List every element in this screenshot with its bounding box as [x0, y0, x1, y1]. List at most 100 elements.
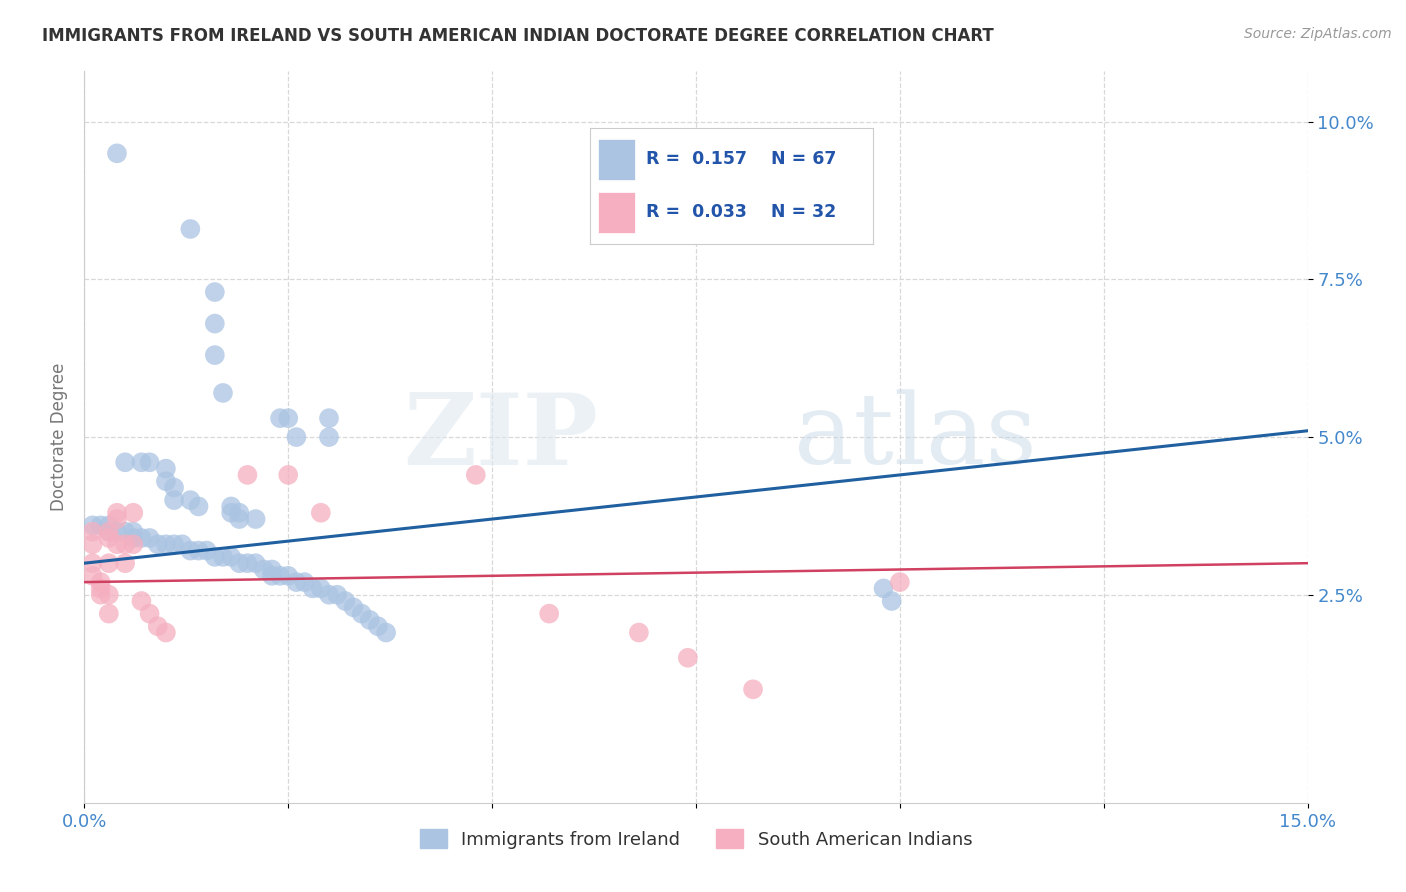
Point	[179, 222, 201, 236]
Point	[97, 588, 120, 602]
Point	[260, 569, 283, 583]
Point	[253, 562, 276, 576]
Point	[163, 537, 186, 551]
Point	[138, 607, 160, 621]
Point	[245, 556, 267, 570]
Point	[90, 518, 112, 533]
Text: Source: ZipAtlas.com: Source: ZipAtlas.com	[1244, 27, 1392, 41]
Point	[889, 575, 911, 590]
Point	[195, 543, 218, 558]
Point	[277, 569, 299, 583]
Point	[155, 474, 177, 488]
Point	[163, 493, 186, 508]
Point	[90, 582, 112, 596]
Point	[138, 531, 160, 545]
Point	[179, 493, 201, 508]
Point	[114, 524, 136, 539]
Point	[122, 531, 145, 545]
Point	[82, 556, 104, 570]
Point	[277, 467, 299, 482]
Point	[342, 600, 364, 615]
Point	[97, 556, 120, 570]
Text: IMMIGRANTS FROM IRELAND VS SOUTH AMERICAN INDIAN DOCTORATE DEGREE CORRELATION CH: IMMIGRANTS FROM IRELAND VS SOUTH AMERICA…	[42, 27, 994, 45]
Point	[326, 588, 349, 602]
Point	[335, 594, 357, 608]
Point	[105, 506, 128, 520]
Point	[97, 524, 120, 539]
Point	[294, 575, 316, 590]
Point	[309, 582, 332, 596]
Point	[187, 543, 209, 558]
Point	[155, 461, 177, 475]
Bar	[599, 192, 636, 233]
Point	[97, 607, 120, 621]
Bar	[599, 139, 636, 180]
Point	[212, 549, 235, 564]
Point	[219, 506, 242, 520]
Point	[350, 607, 373, 621]
Text: R =  0.033    N = 32: R = 0.033 N = 32	[647, 202, 837, 220]
Point	[880, 594, 903, 608]
Point	[204, 549, 226, 564]
Point	[138, 455, 160, 469]
Point	[367, 619, 389, 633]
Text: atlas: atlas	[794, 389, 1036, 485]
Point	[269, 411, 291, 425]
Point	[204, 348, 226, 362]
Point	[179, 543, 201, 558]
Point	[285, 430, 308, 444]
Point	[627, 625, 650, 640]
Point	[114, 537, 136, 551]
Point	[122, 506, 145, 520]
Point	[105, 146, 128, 161]
Point	[82, 569, 104, 583]
Point	[97, 524, 120, 539]
Point	[260, 562, 283, 576]
Point	[105, 512, 128, 526]
Point	[146, 619, 169, 633]
Point	[228, 556, 250, 570]
Point	[464, 467, 486, 482]
Point	[219, 549, 242, 564]
Point	[318, 411, 340, 425]
Point	[122, 537, 145, 551]
Point	[204, 285, 226, 299]
Point	[204, 317, 226, 331]
Point	[131, 531, 153, 545]
Point	[131, 455, 153, 469]
Point	[245, 512, 267, 526]
Point	[236, 556, 259, 570]
Point	[105, 524, 128, 539]
Point	[187, 500, 209, 514]
Point	[872, 582, 894, 596]
Point	[90, 575, 112, 590]
Legend: Immigrants from Ireland, South American Indians: Immigrants from Ireland, South American …	[412, 822, 980, 856]
Point	[97, 531, 120, 545]
Point	[228, 506, 250, 520]
Text: R =  0.157    N = 67: R = 0.157 N = 67	[647, 150, 837, 169]
Point	[82, 518, 104, 533]
Point	[318, 588, 340, 602]
Point	[131, 594, 153, 608]
Point	[318, 430, 340, 444]
Point	[155, 537, 177, 551]
Point	[122, 524, 145, 539]
Point	[172, 537, 194, 551]
Point	[97, 518, 120, 533]
Point	[301, 582, 323, 596]
Point	[212, 386, 235, 401]
Point	[163, 481, 186, 495]
Point	[676, 650, 699, 665]
Point	[155, 625, 177, 640]
Point	[82, 537, 104, 551]
Point	[236, 467, 259, 482]
Point	[105, 537, 128, 551]
Point	[359, 613, 381, 627]
Point	[219, 500, 242, 514]
Y-axis label: Doctorate Degree: Doctorate Degree	[49, 363, 67, 511]
Point	[375, 625, 398, 640]
Point	[285, 575, 308, 590]
Text: ZIP: ZIP	[404, 389, 598, 485]
Point	[228, 512, 250, 526]
Point	[269, 569, 291, 583]
